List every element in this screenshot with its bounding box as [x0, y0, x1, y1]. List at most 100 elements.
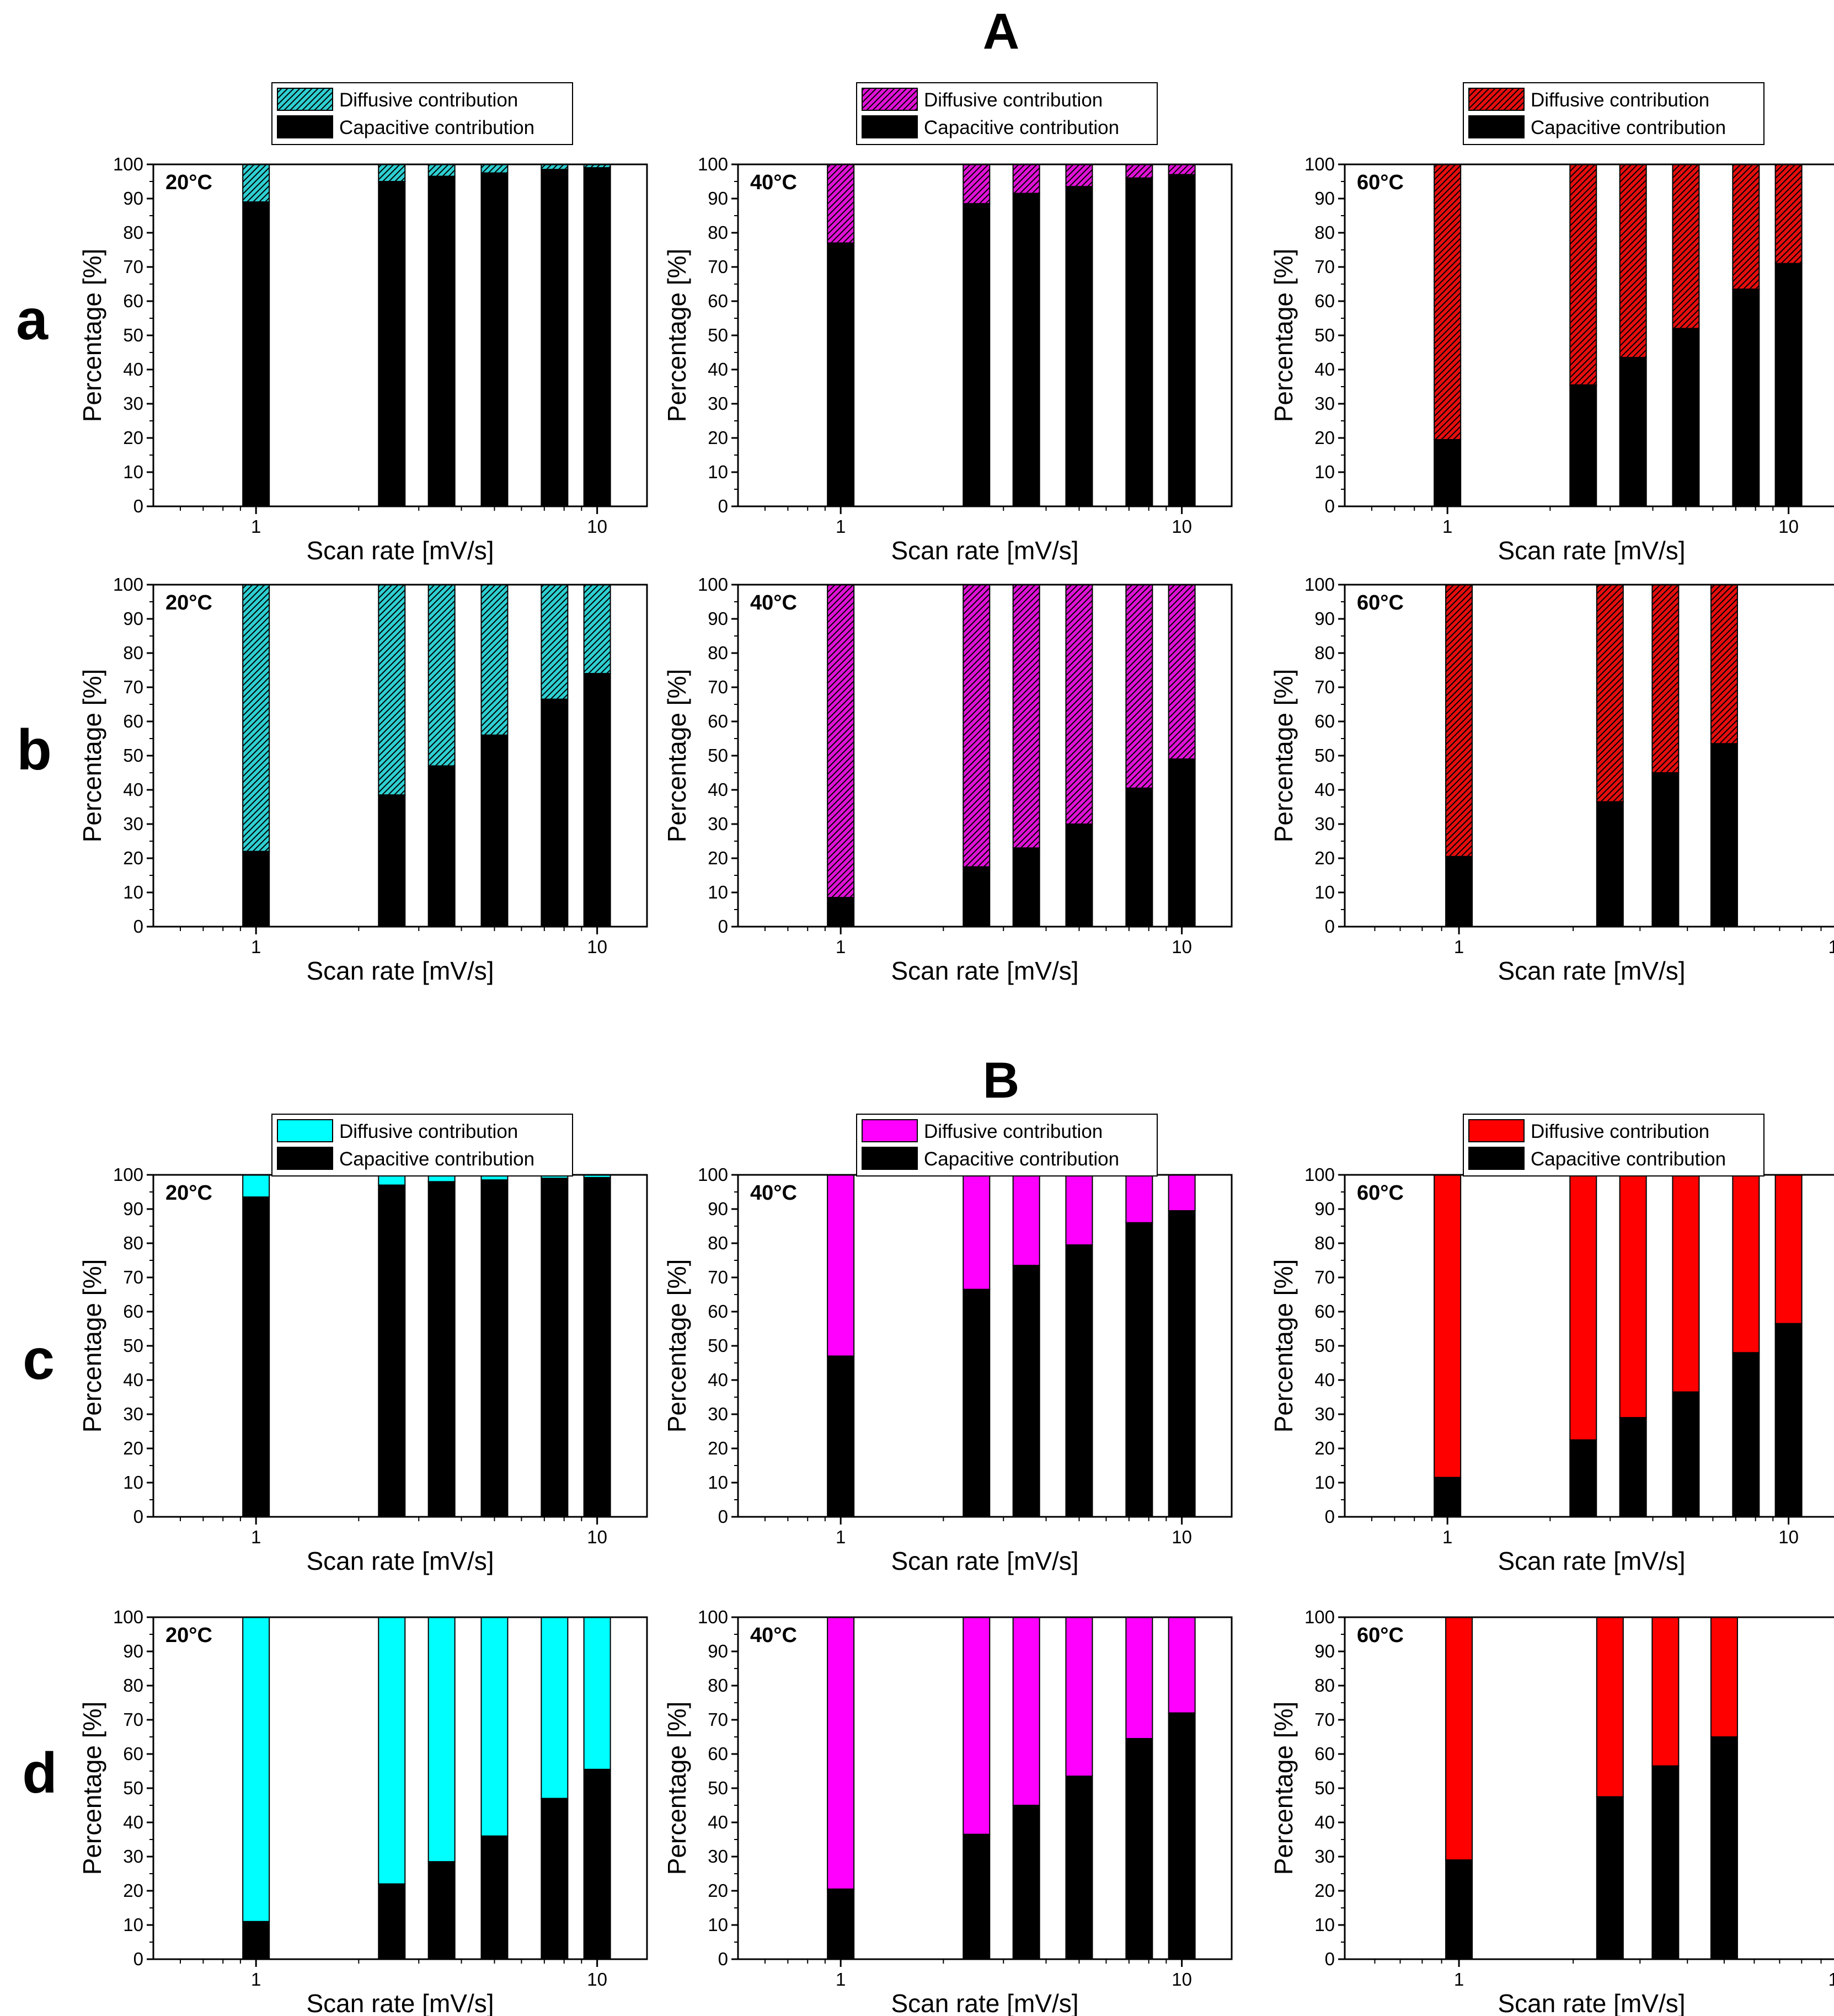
bar-diffusive — [427, 584, 456, 767]
y-tick-label: 80 — [708, 222, 728, 243]
y-tick-label: 70 — [123, 1709, 143, 1730]
y-tick-label: 20 — [1314, 427, 1335, 448]
y-tick-label: 10 — [123, 462, 143, 482]
y-tick-label: 30 — [123, 1404, 143, 1424]
bar-diffusive — [378, 1617, 406, 1885]
y-tick-label: 30 — [123, 814, 143, 834]
y-tick-label: 70 — [1314, 1267, 1335, 1287]
temperature-label: 60°C — [1357, 171, 1404, 194]
y-tick-label: 50 — [708, 1335, 728, 1356]
y-tick-label: 60 — [1314, 711, 1335, 731]
bar-diffusive — [1672, 1174, 1700, 1393]
bar-capacitive — [480, 1179, 509, 1518]
bar-diffusive — [1596, 1617, 1624, 1798]
y-tick-label: 10 — [123, 1915, 143, 1935]
y-tick-label: 0 — [718, 496, 728, 516]
bar-diffusive — [1168, 584, 1196, 760]
y-tick-label: 40 — [708, 359, 728, 379]
y-axis-label: Percentage [%] — [1269, 1259, 1298, 1433]
y-tick-label: 100 — [698, 1164, 728, 1185]
y-tick-label: 100 — [1304, 574, 1335, 595]
bar-capacitive — [827, 242, 855, 507]
legend-swatch-capacitive — [1468, 115, 1525, 138]
y-tick-label: 0 — [1325, 1949, 1335, 1969]
y-tick-label: 30 — [1314, 393, 1335, 414]
x-tick-label: 1 — [251, 1527, 261, 1547]
y-tick-label: 60 — [708, 291, 728, 311]
y-axis-label: Percentage [%] — [78, 1702, 106, 1875]
bar-diffusive — [963, 1174, 991, 1290]
y-tick-label: 30 — [708, 1404, 728, 1424]
row-label-a: a — [16, 288, 49, 352]
bar-diffusive — [827, 584, 855, 899]
y-tick-label: 100 — [113, 154, 143, 174]
bar-capacitive — [1619, 357, 1647, 507]
bar-capacitive — [1445, 855, 1473, 928]
bar-diffusive — [827, 1617, 855, 1890]
y-tick-label: 0 — [1325, 916, 1335, 937]
y-tick-label: 70 — [123, 677, 143, 697]
bar-diffusive — [1619, 164, 1647, 359]
y-tick-label: 60 — [1314, 1301, 1335, 1322]
x-tick-label: 10 — [1828, 937, 1834, 957]
bar-capacitive — [583, 1768, 611, 1960]
x-tick-label: 10 — [1828, 1969, 1834, 1990]
bar-capacitive — [480, 172, 509, 507]
bar-diffusive — [1434, 164, 1462, 441]
bar-capacitive — [1651, 1765, 1680, 1960]
legend-swatch-capacitive — [277, 115, 333, 138]
legend: Diffusive contribution Capacitive contrib… — [1463, 82, 1765, 145]
legend-label-capacitive: Capacitive contribution — [339, 117, 534, 138]
bar-capacitive — [583, 673, 611, 927]
legend-label-capacitive: Capacitive contribution — [924, 1148, 1119, 1170]
y-tick-label: 40 — [708, 1370, 728, 1390]
bar-diffusive — [1651, 584, 1680, 773]
x-tick-label: 1 — [836, 1969, 846, 1990]
y-tick-label: 60 — [123, 1744, 143, 1764]
bar-diffusive — [1445, 584, 1473, 857]
y-tick-label: 60 — [123, 711, 143, 731]
y-tick-label: 40 — [1314, 1812, 1335, 1832]
y-tick-label: 90 — [123, 608, 143, 629]
y-tick-label: 10 — [708, 882, 728, 902]
y-tick-label: 50 — [1314, 325, 1335, 345]
legend: Diffusive contribution Capacitive contrib… — [271, 82, 573, 145]
y-axis-label: Percentage [%] — [662, 1702, 691, 1875]
legend-label-diffusive: Diffusive contribution — [1531, 89, 1709, 111]
bar-capacitive — [963, 1833, 991, 1960]
x-tick-label: 1 — [1442, 1527, 1452, 1547]
y-tick-label: 50 — [1314, 1778, 1335, 1798]
legend-swatch-diffusive — [862, 88, 918, 111]
bar-diffusive — [827, 1174, 855, 1357]
bar-capacitive — [378, 181, 406, 507]
y-tick-label: 100 — [1304, 154, 1335, 174]
y-tick-label: 0 — [133, 1506, 143, 1527]
x-axis-label: Scan rate [mV/s] — [306, 1989, 494, 2016]
legend-swatch-diffusive — [1468, 88, 1525, 111]
x-axis-label: Scan rate [mV/s] — [306, 536, 494, 565]
x-axis-label: Scan rate [mV/s] — [891, 536, 1078, 565]
y-axis-label: Percentage [%] — [78, 249, 106, 423]
bar-diffusive — [1710, 1617, 1738, 1737]
bar-diffusive — [242, 584, 270, 852]
legend-swatch-diffusive — [1468, 1119, 1525, 1142]
y-tick-label: 20 — [1314, 1438, 1335, 1458]
bar-diffusive — [1125, 164, 1153, 179]
y-tick-label: 70 — [1314, 677, 1335, 697]
bar-diffusive — [1651, 1617, 1680, 1767]
y-tick-label: 0 — [718, 1506, 728, 1527]
bar-capacitive — [480, 734, 509, 928]
bar-diffusive — [583, 1617, 611, 1770]
bar-diffusive — [242, 164, 270, 203]
bar-diffusive — [1774, 1174, 1803, 1324]
row-label-b: b — [17, 718, 52, 782]
y-tick-label: 10 — [123, 882, 143, 902]
y-tick-label: 50 — [708, 325, 728, 345]
y-tick-label: 10 — [708, 1472, 728, 1493]
y-tick-label: 30 — [123, 1846, 143, 1867]
bar-capacitive — [427, 765, 456, 927]
